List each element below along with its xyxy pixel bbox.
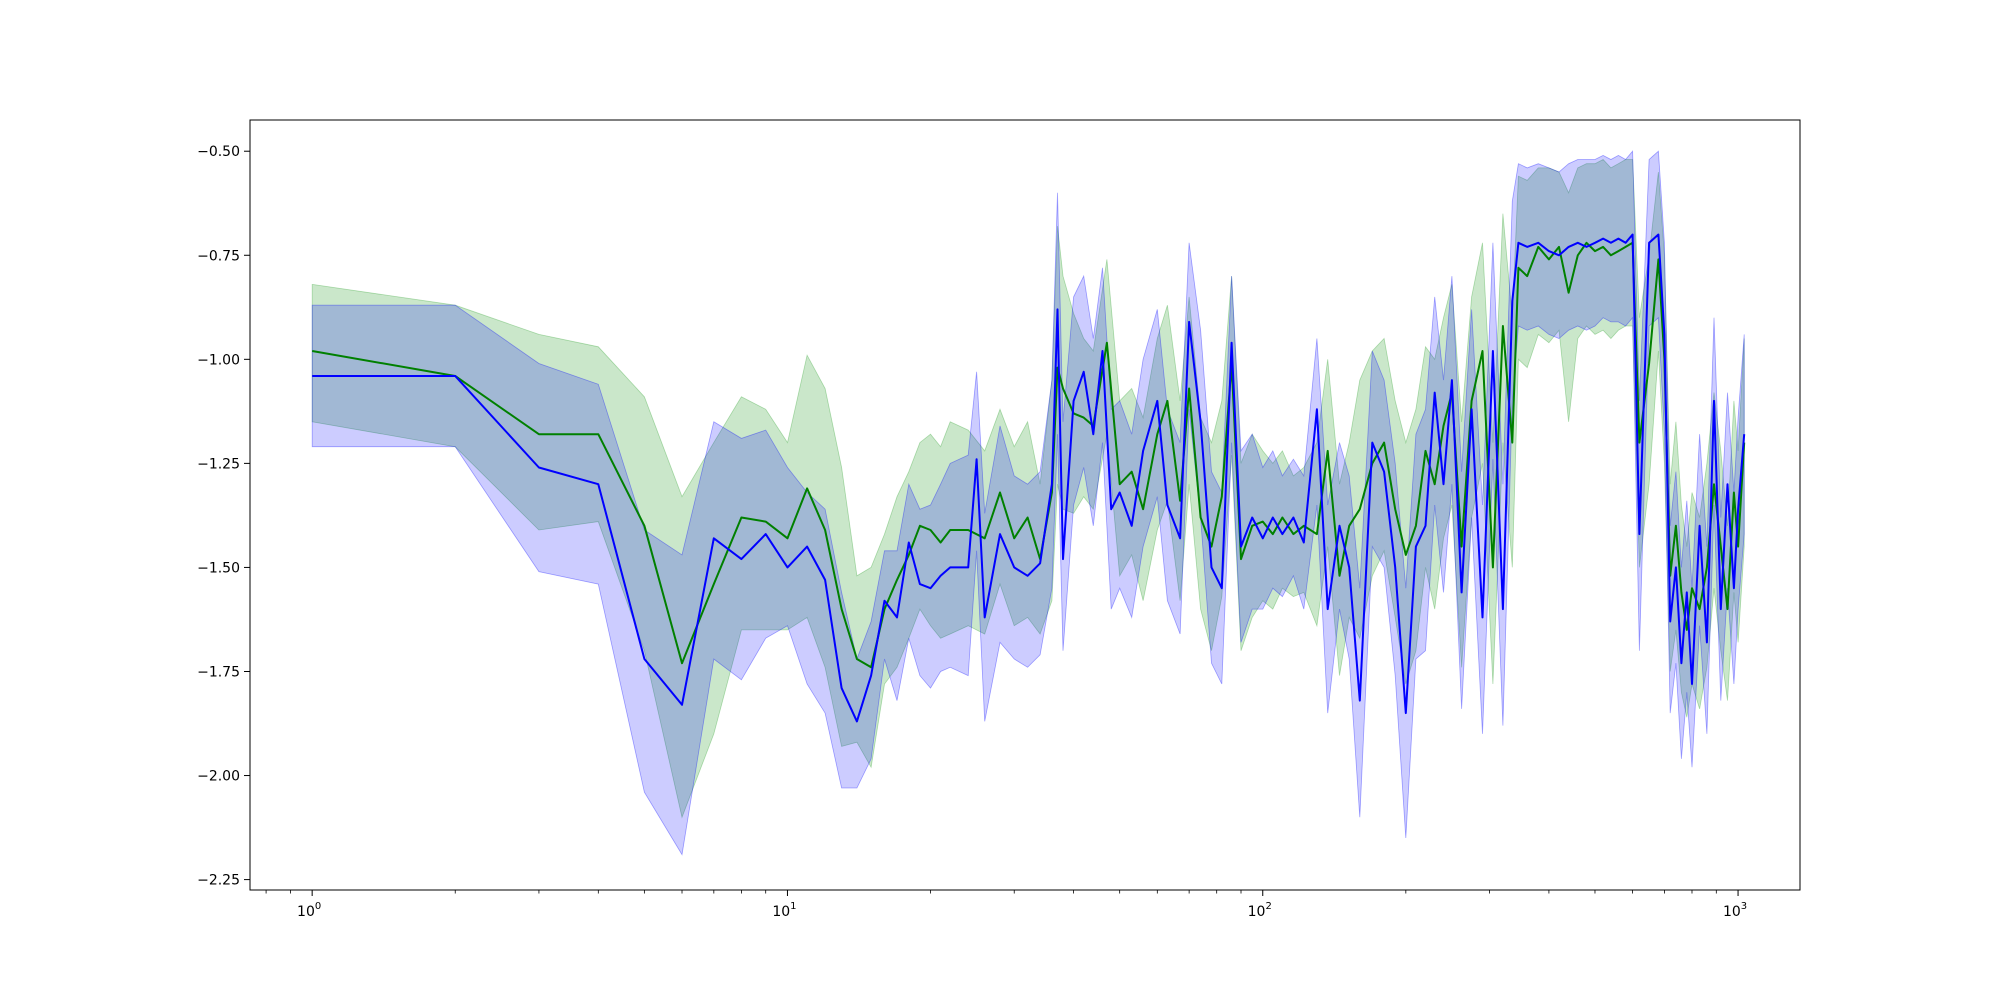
y-axis: −0.50 −0.75 −1.00 −1.25 −1.50 −1.75 −2.00 −2.25: [197, 144, 250, 889]
y-tick-label: −1.50: [197, 560, 240, 576]
x-axis: 100 101 102 103: [265, 890, 1747, 920]
x-tick-label: 102: [1248, 901, 1272, 920]
y-tick-label: −1.00: [197, 352, 240, 368]
series-2-line: [312, 233, 1746, 723]
y-tick-label: −1.75: [197, 664, 240, 680]
confidence-bands: [311, 150, 1745, 856]
series-1-band: [311, 159, 1745, 819]
y-tick-label: −0.50: [197, 144, 240, 160]
series-lines: [312, 233, 1746, 723]
x-tick-label: 101: [772, 901, 796, 920]
y-tick-label: −2.25: [197, 873, 240, 889]
x-tick-label: 103: [1723, 901, 1747, 920]
plot-frame: [249, 119, 1801, 891]
x-tick-label: 100: [297, 901, 321, 920]
y-tick-label: −1.25: [197, 456, 240, 472]
y-tick-label: −0.75: [197, 248, 240, 264]
series-2-band: [311, 150, 1745, 856]
y-tick-label: −2.00: [197, 769, 240, 785]
